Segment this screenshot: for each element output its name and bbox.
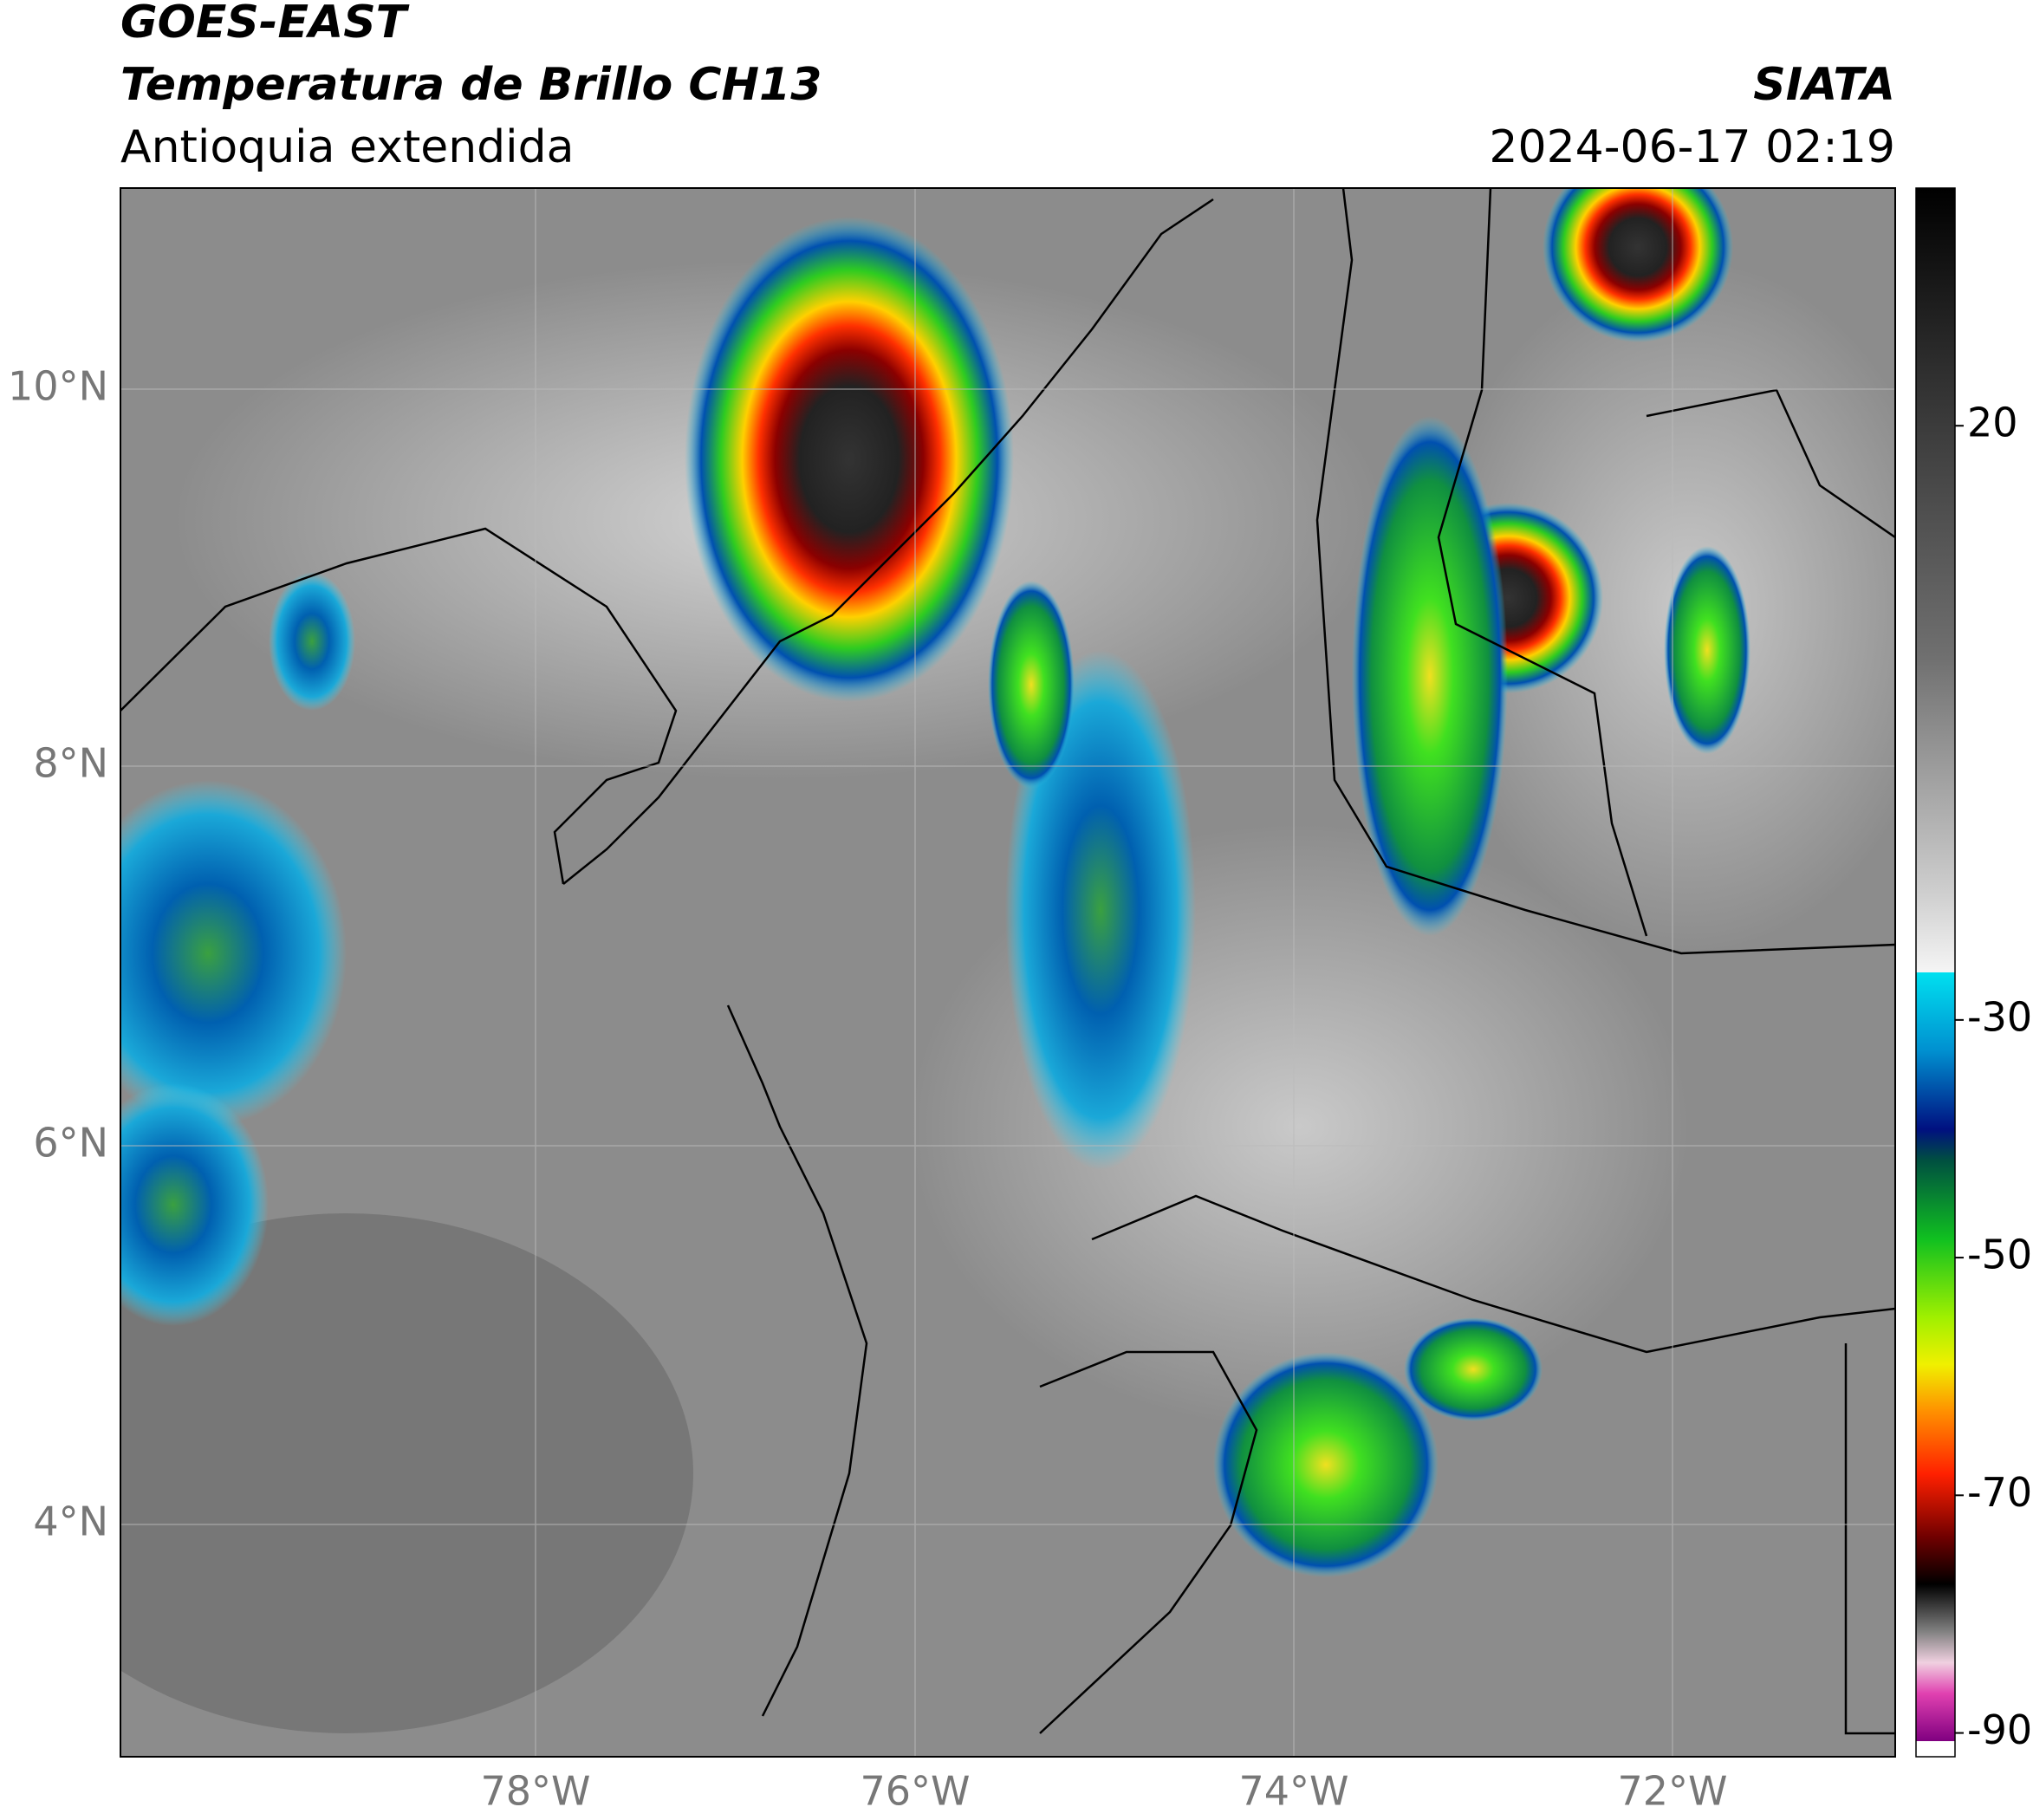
datetime: 2024-06-17 02:19: [1489, 121, 1895, 173]
borders: [120, 188, 1895, 1735]
colorbar-tick-label: -90: [1967, 1706, 2032, 1753]
graticule: [120, 188, 1895, 1757]
region: Antioquia extendida: [120, 121, 575, 173]
colorbar-tick-label: -50: [1967, 1232, 2032, 1278]
colorbar-tick-label: -70: [1967, 1469, 2032, 1516]
source: SIATA: [1753, 59, 1895, 111]
colorbar-tick-label: 20: [1967, 400, 2018, 446]
subtitle: Temperatura de Brillo CH13: [120, 59, 822, 111]
map-frame: [120, 187, 1896, 1758]
lat-label: 6°N: [33, 1120, 108, 1167]
lon-label: 76°W: [860, 1768, 970, 1815]
lon-label: 74°W: [1238, 1768, 1348, 1815]
colorbar-tick-label: -30: [1967, 993, 2032, 1040]
lat-label: 8°N: [33, 740, 108, 787]
lat-label: 10°N: [8, 363, 108, 410]
lon-label: 72°W: [1617, 1768, 1727, 1815]
lon-labels: 78°W 76°W 74°W 72°W: [480, 1768, 1727, 1815]
title: GOES-EAST: [120, 0, 407, 49]
colorbar: [1915, 187, 1956, 1758]
lon-label: 78°W: [480, 1768, 590, 1815]
imagery: [120, 188, 1895, 1757]
lat-labels: 10°N 8°N 6°N 4°N: [8, 363, 108, 1545]
lat-label: 4°N: [33, 1498, 108, 1545]
